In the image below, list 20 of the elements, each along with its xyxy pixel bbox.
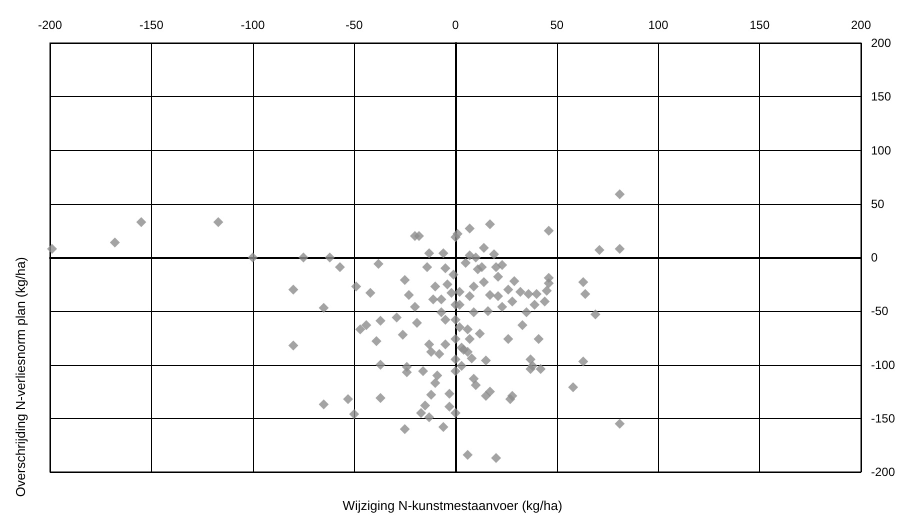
x-tick-label: 0 [452,18,460,32]
x-tick-label: 100 [648,18,669,32]
y-tick-label: 0 [871,250,878,264]
y-tick-label: -50 [871,304,889,318]
y-tick-label: 100 [871,143,892,158]
x-tick-label: -100 [240,18,266,32]
y-tick-label: -200 [871,465,896,479]
x-tick-label: -50 [345,18,364,32]
x-tick-label: 150 [750,18,770,32]
x-axis-title: Wijziging N-kunstmestaanvoer (kg/ha) [342,498,562,513]
y-tick-label: 150 [871,90,892,104]
x-tick-label: -200 [38,18,62,32]
y-tick-label: -100 [871,358,896,372]
y-tick-label: -150 [871,411,896,426]
x-tick-label: 200 [850,18,872,32]
x-tick-label: -150 [139,18,164,32]
y-axis-title: Overschrijding N-verliesnorm plan (kg/ha) [13,257,28,497]
y-tick-label: 50 [871,196,885,211]
x-tick-label: 50 [550,18,564,32]
y-tick-label: 200 [871,36,892,50]
